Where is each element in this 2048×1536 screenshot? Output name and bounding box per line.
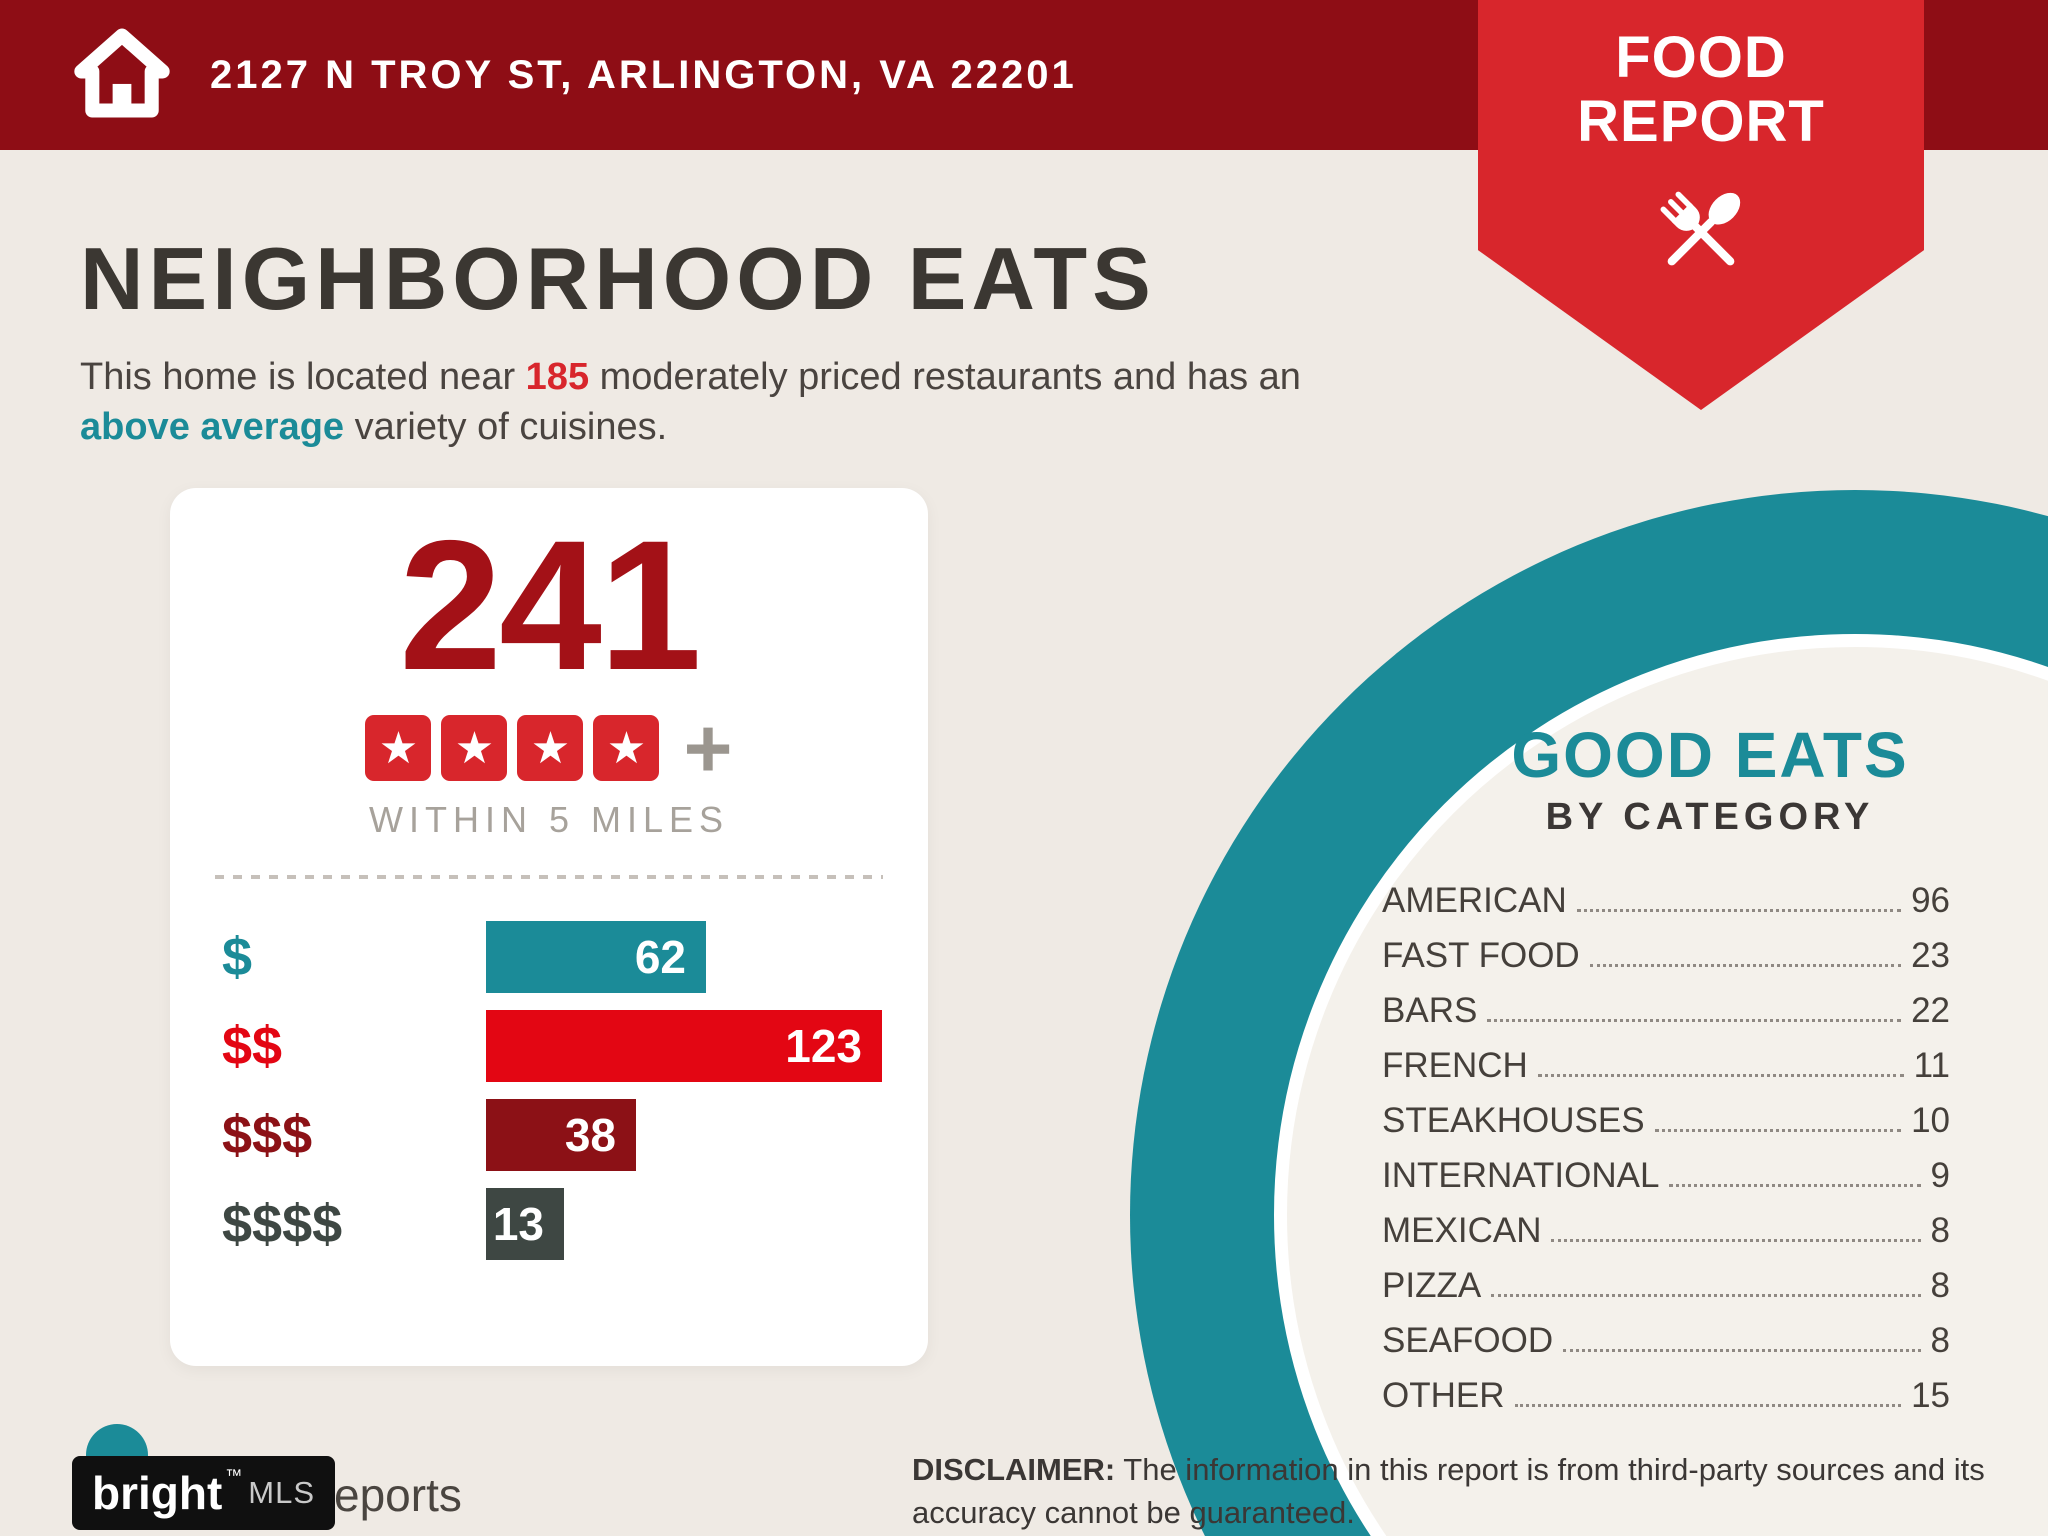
page-title: NEIGHBORHOOD EATS: [80, 229, 1156, 328]
price-tier-value: 123: [785, 1020, 862, 1072]
mls-label: MLS: [248, 1475, 316, 1510]
plus-icon: +: [683, 701, 733, 795]
intro-mid: moderately priced restaurants and has an: [589, 356, 1301, 398]
food-report-ribbon: FOOD REPORT: [1478, 0, 1924, 410]
property-address: 2127 N TROY ST, ARLINGTON, VA 22201: [210, 52, 1077, 97]
category-label: FAST FOOD: [1382, 936, 1580, 975]
price-bar-chart: $62 $$ 123 $$$ 38 $$$$ 13: [170, 921, 928, 1260]
category-row: OTHER 15: [1382, 1361, 1950, 1416]
intro-paragraph: This home is located near 185 moderately…: [80, 352, 1420, 452]
price-tier-value: 13: [492, 1198, 544, 1250]
category-value: 96: [1911, 881, 1950, 920]
star-icon: ★: [441, 715, 508, 781]
dotted-leader: [1669, 1184, 1921, 1187]
price-tier-bar: 62: [486, 921, 706, 993]
price-tier-bar: 123: [486, 1010, 882, 1082]
price-bar-row: $$$ 38: [222, 1099, 928, 1171]
disclaimer: DISCLAIMER: The information in this repo…: [912, 1448, 2022, 1535]
ribbon-line-2: REPORT: [1577, 88, 1825, 154]
price-bar-row: $$ 123: [222, 1010, 928, 1082]
intro-post: variety of cuisines.: [344, 406, 668, 449]
total-restaurants: 241: [399, 503, 702, 709]
price-bar-row: $$$$ 13: [222, 1188, 928, 1260]
category-list: AMERICAN 96 FAST FOOD 23 BARS 22 FRENCH 11 STEAK…: [1382, 866, 1950, 1416]
spoon-fork-icon: [1626, 191, 1776, 296]
category-label: BARS: [1382, 991, 1478, 1030]
bright-mls-wordmark: bright: [92, 1467, 223, 1519]
price-bar-row: $62: [222, 921, 928, 993]
disclaimer-label: DISCLAIMER:: [912, 1452, 1116, 1487]
category-value: 8: [1930, 1266, 1950, 1305]
category-row: FRENCH 11: [1382, 1031, 1950, 1086]
category-row: AMERICAN 96: [1382, 866, 1950, 921]
category-value: 22: [1911, 991, 1950, 1030]
restaurant-count: 185: [525, 356, 590, 398]
star-icon: ★: [365, 715, 432, 781]
summary-card: 241 ★ ★ ★ ★ + WITHIN 5 MILES $62 $$ 123 $$$ 38 $$…: [170, 488, 928, 1366]
category-label: PIZZA: [1382, 1266, 1482, 1305]
category-row: INTERNATIONAL 9: [1382, 1141, 1950, 1196]
category-label: MEXICAN: [1382, 1211, 1542, 1250]
good-eats-title: GOOD EATS: [1511, 719, 1909, 791]
category-label: OTHER: [1382, 1376, 1505, 1415]
price-tier-value: 62: [634, 931, 686, 983]
dotted-leader: [1537, 1074, 1904, 1077]
dotted-leader: [1491, 1294, 1921, 1297]
good-eats-subtitle: BY CATEGORY: [1545, 796, 1875, 838]
star-icon: ★: [593, 715, 660, 781]
price-tier-label: $$$$: [222, 1194, 343, 1254]
dashed-divider: [215, 875, 883, 879]
home-icon: [72, 26, 172, 125]
category-row: PIZZA 8: [1382, 1251, 1950, 1306]
price-tier-label: $: [222, 927, 253, 987]
ribbon-line-1: FOOD: [1615, 25, 1787, 90]
category-value: 23: [1911, 936, 1950, 975]
category-row: STEAKHOUSES 10: [1382, 1086, 1950, 1141]
dotted-leader: [1576, 909, 1902, 912]
category-row: MEXICAN 8: [1382, 1196, 1950, 1251]
dotted-leader: [1514, 1404, 1902, 1407]
category-row: SEAFOOD 8: [1382, 1306, 1950, 1361]
variety-highlight: above average: [80, 406, 345, 449]
trademark-symbol: ™: [225, 1466, 243, 1485]
star-icon: ★: [517, 715, 584, 781]
category-value: 9: [1930, 1156, 1950, 1195]
category-value: 8: [1930, 1321, 1950, 1360]
disclaimer-text: The information in this report is from t…: [912, 1452, 1985, 1531]
dotted-leader: [1654, 1129, 1902, 1132]
category-row: BARS 22: [1382, 976, 1950, 1031]
category-label: FRENCH: [1382, 1046, 1528, 1085]
report-logo-text: eports: [334, 1469, 462, 1521]
price-tier-value: 38: [564, 1109, 616, 1161]
price-tier-bar: 38: [486, 1099, 636, 1171]
category-label: STEAKHOUSES: [1382, 1101, 1645, 1140]
category-value: 15: [1911, 1376, 1950, 1415]
intro-pre: This home is located near: [80, 356, 526, 398]
price-tier-bar: 13: [486, 1188, 564, 1260]
dotted-leader: [1589, 964, 1902, 967]
category-value: 8: [1930, 1211, 1950, 1250]
category-label: INTERNATIONAL: [1382, 1156, 1660, 1195]
star-rating: ★ ★ ★ ★ +: [170, 701, 928, 795]
dotted-leader: [1487, 1019, 1902, 1022]
price-tier-label: $$$: [222, 1105, 313, 1165]
category-value: 11: [1913, 1046, 1950, 1085]
category-label: AMERICAN: [1382, 881, 1567, 920]
dotted-leader: [1551, 1239, 1921, 1242]
category-label: SEAFOOD: [1382, 1321, 1554, 1360]
price-tier-label: $$: [222, 1016, 283, 1076]
category-value: 10: [1911, 1101, 1950, 1140]
category-row: FAST FOOD 23: [1382, 921, 1950, 976]
radius-label: WITHIN 5 MILES: [368, 799, 730, 840]
dotted-leader: [1563, 1349, 1921, 1352]
bright-mls-logo: bright ™ MLS: [72, 1456, 336, 1530]
